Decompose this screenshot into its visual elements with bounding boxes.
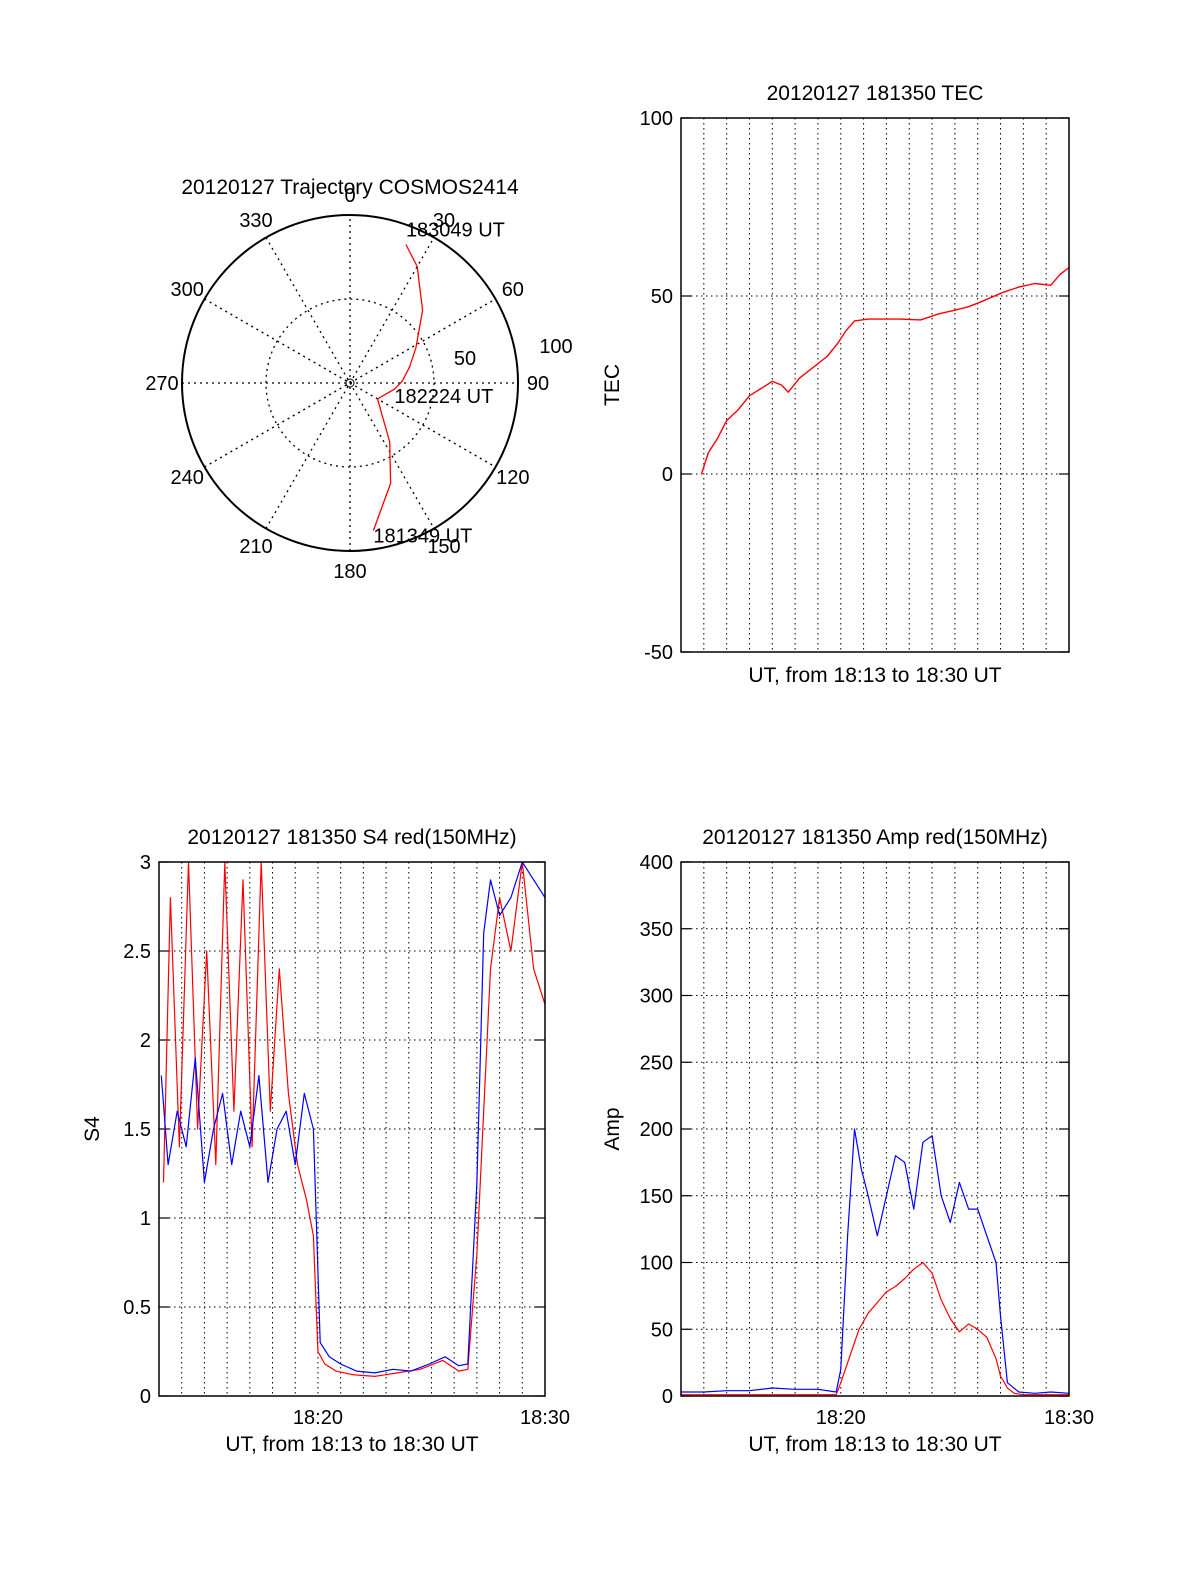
y-tick-label: 2 <box>140 1030 151 1052</box>
polar-title: 20120127 Trajectory COSMOS2414 <box>181 176 519 199</box>
polar-azimuth-label: 150 <box>427 536 460 558</box>
x-axis-label: UT, from 18:13 to 18:30 UT <box>748 1433 1001 1456</box>
y-tick-label: 1.5 <box>123 1119 151 1141</box>
polar-azimuth-label: 30 <box>433 210 455 232</box>
polar-azimuth-label: 270 <box>145 373 178 395</box>
x-axis-label: UT, from 18:13 to 18:30 UT <box>748 664 1001 687</box>
chart-title: 20120127 181350 Amp red(150MHz) <box>702 826 1048 849</box>
y-tick-label: 250 <box>640 1052 673 1074</box>
series-line-red <box>681 1261 1069 1396</box>
series-line-red <box>700 266 1069 475</box>
x-tick-label: 18:20 <box>816 1407 866 1429</box>
y-tick-label: 200 <box>640 1119 673 1141</box>
amp-chart: 20120127 181350 Amp red(150MHz) 400 350 300… <box>601 826 1094 1456</box>
y-tick-label: 50 <box>651 286 673 308</box>
polar-azimuth-label: 240 <box>170 467 203 489</box>
polar-azimuth-label: 120 <box>496 467 529 489</box>
chart-title: 20120127 181350 S4 red(150MHz) <box>187 826 516 849</box>
plot-frame <box>158 861 546 1397</box>
x-tick-label: 18:30 <box>520 1407 570 1429</box>
polar-azimuth-label: 210 <box>239 536 272 558</box>
y-tick-label: 150 <box>640 1186 673 1208</box>
series-line-red <box>162 862 545 1378</box>
y-axis-label: S4 <box>81 1116 104 1142</box>
polar-spoke <box>265 237 435 529</box>
trajectory-time-label: 183049 UT <box>406 220 505 242</box>
x-tick-label: 18:30 <box>1044 1407 1094 1429</box>
series-line-blue <box>160 862 545 1374</box>
y-tick-label: 0 <box>662 1386 673 1408</box>
y-tick-label: 300 <box>640 986 673 1008</box>
y-tick-label: 400 <box>640 852 673 874</box>
y-tick-label: 0 <box>140 1386 151 1408</box>
y-tick-label: 2.5 <box>123 941 151 963</box>
series-line-blue <box>681 1128 1069 1394</box>
y-tick-label: 3 <box>140 852 151 874</box>
y-tick-label: 100 <box>640 108 673 130</box>
polar-azimuth-label: 330 <box>239 210 272 232</box>
polar-azimuth-label: 0 <box>344 185 355 207</box>
chart-title: 20120127 181350 TEC <box>767 82 984 105</box>
trajectory-line <box>372 244 424 531</box>
s4-chart: 20120127 181350 S4 red(150MHz) 3 2.5 2 1.5 1 0… <box>81 826 570 1456</box>
polar-azimuth-label: 60 <box>502 279 524 301</box>
polar-azimuth-label: 180 <box>333 561 366 583</box>
x-axis-label: UT, from 18:13 to 18:30 UT <box>225 1433 478 1456</box>
y-tick-label: 50 <box>651 1319 673 1341</box>
y-tick-label: 0 <box>662 464 673 486</box>
polar-azimuth-label: 90 <box>527 373 549 395</box>
plot-frame <box>680 861 1070 1397</box>
trajectory-time-label: 181349 UT <box>373 525 472 547</box>
trajectory-time-label: 182224 UT <box>394 386 493 408</box>
y-axis-label: Amp <box>601 1107 624 1150</box>
polar-radial-label: 50 <box>454 348 476 370</box>
y-tick-label: 350 <box>640 919 673 941</box>
tec-chart: 20120127 181350 TEC 100 50 0 -50 UT, from 18:… <box>601 82 1070 687</box>
polar-azimuth-label: 300 <box>170 279 203 301</box>
polar-radial-label: 100 <box>539 336 572 358</box>
x-tick-label: 18:20 <box>293 1407 343 1429</box>
y-tick-label: 1 <box>140 1208 151 1230</box>
plot-frame <box>680 117 1070 653</box>
y-tick-label: 100 <box>640 1253 673 1275</box>
y-axis-label: TEC <box>601 364 624 406</box>
y-tick-label: -50 <box>644 642 673 664</box>
y-tick-label: 0.5 <box>123 1297 151 1319</box>
